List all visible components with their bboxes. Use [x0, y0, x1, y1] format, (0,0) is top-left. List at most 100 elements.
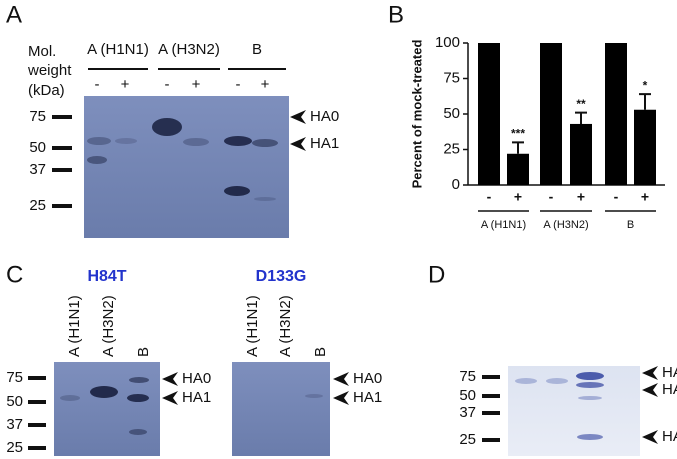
marker-label: 75	[6, 369, 23, 386]
y-tick-label: 25	[443, 140, 460, 157]
arrowhead	[642, 430, 658, 444]
y-tick-label: 75	[443, 69, 460, 86]
blot	[232, 362, 330, 456]
marker-dash	[52, 146, 72, 150]
blot-title: D133G	[256, 268, 307, 285]
significance: *	[643, 78, 648, 92]
arrowhead	[290, 137, 306, 151]
lane-label: -	[236, 76, 241, 93]
marker-label: 75	[29, 108, 46, 125]
band-label: HA1	[310, 135, 339, 152]
x-tick-label: -	[549, 189, 554, 205]
x-tick-label: -	[614, 189, 619, 205]
marker-label: 50	[6, 393, 23, 410]
marker-dash	[28, 446, 46, 450]
arrowhead	[333, 372, 349, 386]
mw-label: Mol.	[28, 43, 56, 60]
y-tick-label: 50	[443, 105, 460, 122]
bar	[478, 43, 500, 185]
band-label: HA1	[182, 389, 211, 406]
bands	[87, 118, 278, 201]
band-label: HA0	[353, 370, 382, 387]
band-label: HA2	[662, 428, 677, 445]
marker-dash	[52, 115, 72, 119]
group-label: A (H3N2)	[543, 219, 588, 231]
marker-dash	[52, 168, 72, 172]
lane-label: A (H3N2)	[277, 295, 294, 357]
group-label: B	[627, 219, 634, 231]
group-label: B	[252, 41, 262, 58]
arrowhead	[290, 110, 306, 124]
marker-label: 37	[459, 404, 476, 421]
marker-dash	[482, 394, 500, 398]
marker-label: 50	[459, 387, 476, 404]
marker-dash	[52, 204, 72, 208]
lane-label: A (H1N1)	[244, 295, 261, 357]
bar	[605, 43, 627, 185]
blot	[84, 96, 289, 238]
marker-dash	[28, 423, 46, 427]
group-label: A (H3N2)	[158, 41, 220, 58]
arrowhead	[642, 383, 658, 397]
marker-label: 25	[459, 431, 476, 448]
panel-label: A	[6, 1, 22, 28]
lane-label: -	[165, 76, 170, 93]
error-bar	[512, 141, 524, 154]
x-tick-label: -	[487, 189, 492, 205]
marker-dash	[28, 400, 46, 404]
arrowhead	[162, 391, 178, 405]
group-label: A (H1N1)	[481, 219, 526, 231]
bar	[540, 43, 562, 185]
band-label: HA0	[182, 370, 211, 387]
lane-label: +	[261, 76, 270, 93]
mw-label: weight	[27, 62, 72, 79]
lane-label: A (H1N1)	[66, 295, 83, 357]
marker-dash	[28, 376, 46, 380]
panel-label: B	[388, 1, 404, 28]
x-tick-label: +	[577, 189, 585, 205]
marker-dash	[482, 375, 500, 379]
lane-label: +	[192, 76, 201, 93]
bar	[570, 123, 592, 185]
arrowhead	[642, 366, 658, 380]
x-tick-label: +	[514, 189, 522, 205]
error-bar	[639, 93, 651, 110]
marker-label: 37	[29, 161, 46, 178]
marker-dash	[482, 438, 500, 442]
bar	[507, 153, 529, 185]
marker-label: 75	[459, 368, 476, 385]
panel-label: D	[428, 261, 445, 288]
error-bar	[575, 111, 587, 124]
marker-dash	[482, 411, 500, 415]
gel	[508, 366, 640, 456]
significance: **	[576, 97, 586, 111]
arrowhead	[162, 372, 178, 386]
lane-label: B	[135, 347, 152, 357]
band-label: HA1	[662, 381, 677, 398]
arrowhead	[333, 391, 349, 405]
band-label: HA0	[310, 108, 339, 125]
group-label: A (H1N1)	[87, 41, 149, 58]
bands	[515, 372, 604, 440]
lane-label: -	[95, 76, 100, 93]
bands	[305, 394, 323, 398]
panel-label: C	[6, 261, 23, 288]
lane-label: A (H3N2)	[100, 295, 117, 357]
marker-label: 50	[29, 139, 46, 156]
band-label: HA1	[353, 389, 382, 406]
lane-label: +	[121, 76, 130, 93]
blot	[54, 362, 160, 456]
band-label: HA0	[662, 364, 677, 381]
marker-label: 37	[6, 416, 23, 433]
mw-label: (kDa)	[28, 82, 65, 99]
bands	[60, 377, 149, 435]
y-tick-label: 100	[435, 34, 460, 51]
blot-title: H84T	[87, 268, 126, 285]
lane-label: B	[312, 347, 329, 357]
x-tick-label: +	[641, 189, 649, 205]
y-axis-label: Percent of mock-treated	[409, 40, 424, 189]
significance: ***	[511, 127, 525, 141]
bar	[634, 109, 656, 185]
marker-label: 25	[29, 197, 46, 214]
